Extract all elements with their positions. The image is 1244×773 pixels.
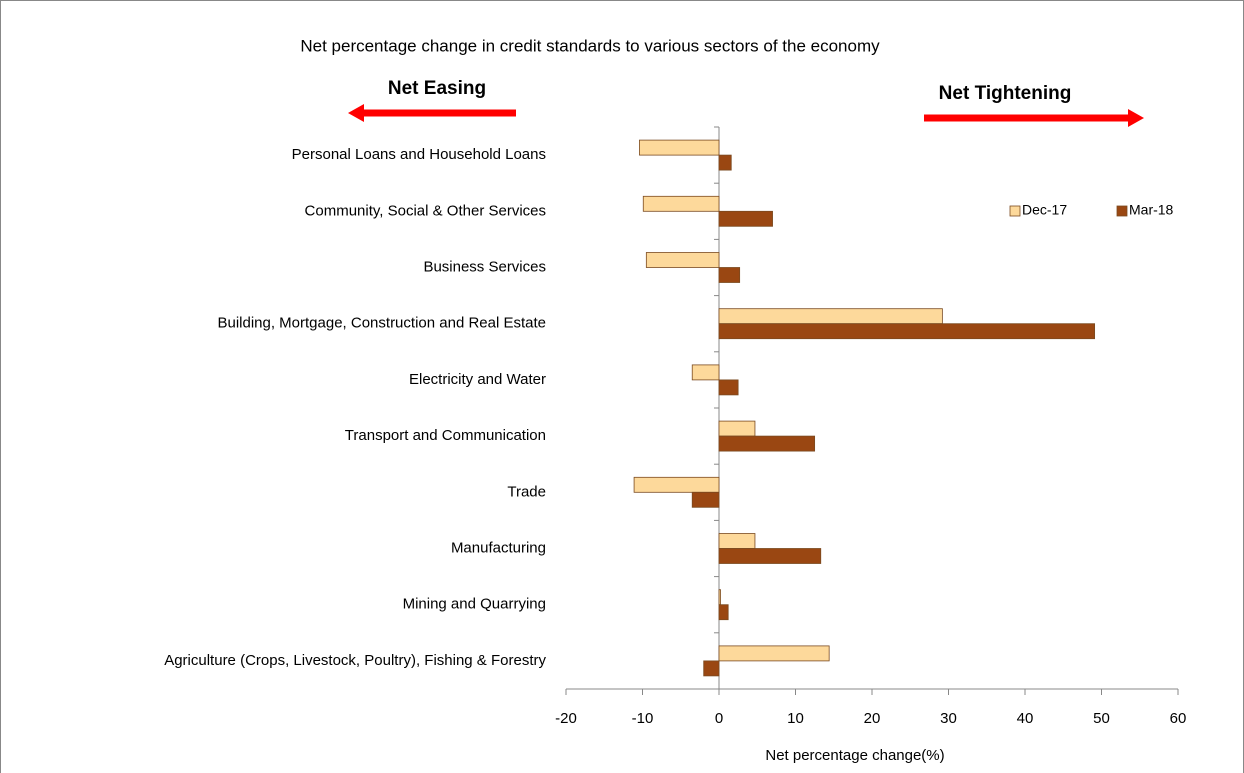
y-tick-label: Mining and Quarrying: [403, 596, 546, 613]
x-tick-label: 10: [787, 710, 804, 727]
x-tick-label: 40: [1017, 710, 1034, 727]
bar: [718, 589, 721, 606]
annotation: Net Easing: [388, 78, 486, 99]
bar: [691, 364, 720, 381]
bar: [642, 195, 720, 212]
legend-label: Dec-17: [1022, 202, 1067, 218]
x-tick-label: 20: [864, 710, 881, 727]
bar: [718, 435, 816, 452]
arrow-head: [348, 104, 364, 122]
y-tick-label: Building, Mortgage, Construction and Rea…: [217, 315, 546, 332]
y-tick-label: Transport and Communication: [345, 427, 546, 444]
legend-swatch: [1009, 205, 1021, 217]
x-axis-label: Net percentage change(%): [765, 747, 944, 764]
x-tick-label: -10: [632, 710, 654, 727]
arrow-head: [1128, 109, 1144, 127]
bar: [718, 210, 773, 227]
y-tick-label: Trade: [507, 483, 546, 500]
x-tick-label: 0: [715, 710, 723, 727]
y-tick-label: Community, Social & Other Services: [305, 202, 546, 219]
y-tick-label: Manufacturing: [451, 539, 546, 556]
x-tick-label: 60: [1170, 710, 1187, 727]
bar: [718, 267, 741, 283]
bar: [703, 660, 720, 677]
y-tick-label: Agriculture (Crops, Livestock, Poultry),…: [164, 652, 546, 669]
bar: [718, 604, 729, 621]
bar: [718, 308, 943, 325]
chart-title: Net percentage change in credit standard…: [300, 36, 880, 55]
annotation: Net Tightening: [939, 83, 1072, 104]
x-tick-label: 50: [1093, 710, 1110, 727]
bar: [718, 548, 822, 564]
y-tick-label: Personal Loans and Household Loans: [292, 146, 546, 163]
bar: [718, 379, 739, 396]
y-tick-label: Business Services: [423, 258, 546, 275]
x-tick-label: 30: [940, 710, 957, 727]
bar: [633, 476, 720, 493]
legend-swatch: [1116, 205, 1128, 217]
bar: [718, 420, 756, 437]
y-tick-label: Electricity and Water: [409, 371, 546, 388]
bar: [718, 154, 732, 171]
bar: [691, 491, 720, 508]
x-tick-label: -20: [555, 710, 577, 727]
bar: [718, 533, 756, 549]
bar: [645, 252, 720, 268]
legend-label: Mar-18: [1129, 202, 1174, 218]
bar: [718, 645, 830, 662]
bar: [639, 139, 720, 156]
bar: [718, 323, 1096, 340]
